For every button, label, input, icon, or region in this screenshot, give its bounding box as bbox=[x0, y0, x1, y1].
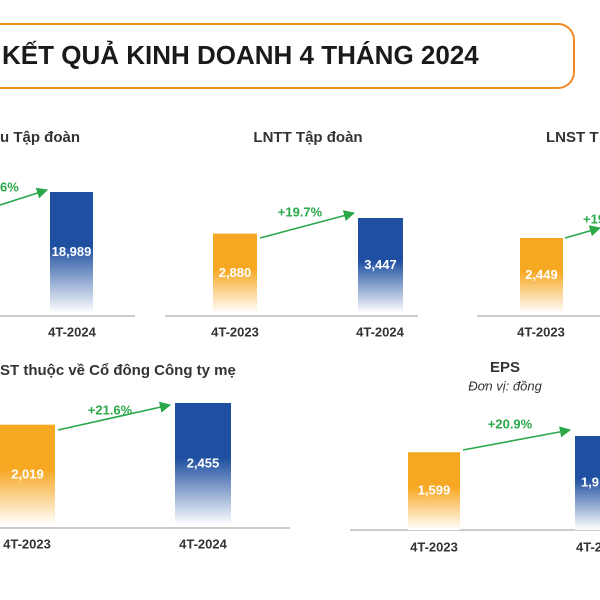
bar bbox=[520, 238, 563, 313]
bar bbox=[175, 403, 231, 525]
category-label: 4T-2024 bbox=[179, 536, 227, 551]
value-label: 3,447 bbox=[364, 257, 397, 272]
chart-title: ST thuộc về Cổ đông Công ty mẹ bbox=[0, 362, 236, 379]
value-label: 2,455 bbox=[187, 455, 220, 470]
category-label: 4T-2 bbox=[576, 539, 600, 554]
bar bbox=[358, 218, 403, 313]
growth-label: +20.9% bbox=[488, 416, 533, 431]
growth-label: +21.6% bbox=[88, 402, 133, 417]
bar bbox=[213, 233, 257, 313]
header-box bbox=[0, 23, 575, 89]
bar bbox=[575, 436, 600, 530]
chart-title: EPS bbox=[490, 359, 520, 376]
category-label: 4T-2023 bbox=[517, 324, 565, 339]
growth-label: +19 bbox=[583, 211, 600, 226]
growth-arrow bbox=[57, 401, 172, 431]
chart-title: u Tập đoàn bbox=[0, 129, 80, 146]
bar bbox=[408, 452, 460, 530]
growth-arrow bbox=[564, 225, 600, 239]
header-title: KẾT QUẢ KINH DOANH 4 THÁNG 2024 bbox=[2, 40, 479, 70]
value-label: 2,019 bbox=[11, 466, 44, 481]
growth-label: 6% bbox=[0, 179, 19, 194]
growth-arrow bbox=[0, 187, 49, 206]
value-label: 2,880 bbox=[219, 265, 252, 280]
chart-title: LNTT Tập đoàn bbox=[253, 129, 362, 146]
growth-arrow bbox=[259, 210, 356, 239]
category-label: 4T-2023 bbox=[3, 536, 51, 551]
value-label: 1,599 bbox=[418, 483, 451, 498]
growth-label: +19.7% bbox=[278, 204, 323, 219]
bar bbox=[50, 192, 93, 313]
bar bbox=[0, 424, 55, 525]
category-label: 4T-2024 bbox=[48, 324, 96, 339]
chart-subtitle: Đơn vị: đồng bbox=[468, 378, 542, 393]
growth-arrow bbox=[462, 426, 572, 451]
value-label: 1,9 bbox=[581, 474, 599, 489]
category-label: 4T-2023 bbox=[211, 324, 259, 339]
chart-title: LNST T bbox=[546, 129, 599, 146]
category-label: 4T-2024 bbox=[356, 324, 404, 339]
category-label: 4T-2023 bbox=[410, 539, 458, 554]
value-label: 18,989 bbox=[52, 244, 92, 259]
value-label: 2,449 bbox=[525, 267, 558, 282]
